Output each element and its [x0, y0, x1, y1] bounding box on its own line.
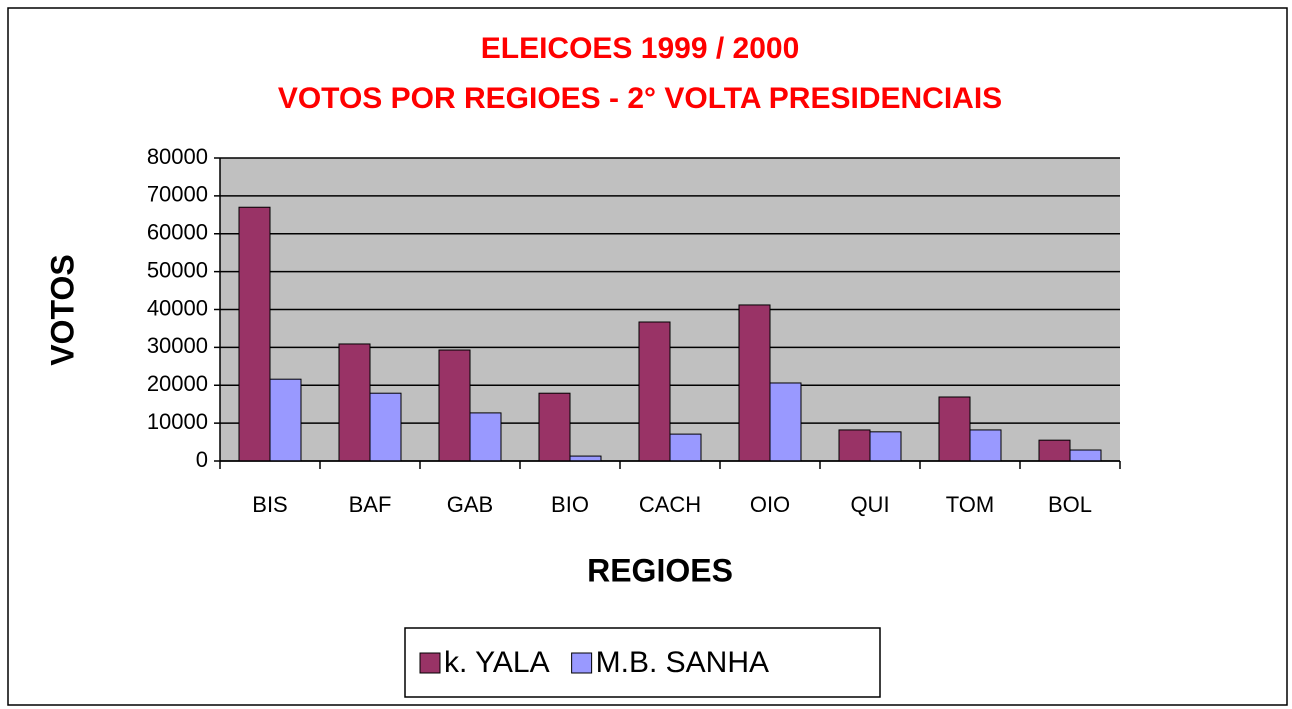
chart-subtitle: VOTOS POR REGIOES - 2° VOLTA PRESIDENCIA…	[278, 82, 1002, 115]
x-tick-label: TOM	[946, 492, 994, 517]
bar	[369, 392, 402, 462]
bar	[969, 429, 1002, 462]
bar	[469, 412, 502, 462]
x-tick-label: OIO	[750, 492, 790, 517]
chart-title: ELEICOES 1999 / 2000	[481, 32, 800, 65]
y-tick-label: 60000	[147, 220, 208, 245]
bar	[838, 429, 871, 462]
y-tick-label: 0	[196, 447, 208, 472]
y-tick-label: 70000	[147, 182, 208, 207]
legend-label: M.B. SANHA	[596, 646, 769, 679]
x-tick-label: BIO	[551, 492, 589, 517]
bar	[438, 349, 471, 462]
legend	[404, 627, 881, 698]
x-tick-label: CACH	[639, 492, 701, 517]
y-tick-label: 50000	[147, 257, 208, 282]
bar	[769, 382, 802, 462]
bar	[738, 304, 771, 462]
x-tick-label: BIS	[252, 492, 287, 517]
x-tick-label: BOL	[1048, 492, 1092, 517]
bar	[538, 392, 571, 462]
legend-label: k. YALA	[444, 646, 550, 679]
y-tick-label: 10000	[147, 409, 208, 434]
x-tick-label: GAB	[447, 492, 493, 517]
bar	[1038, 439, 1071, 462]
y-tick-label: 40000	[147, 295, 208, 320]
bar	[869, 431, 902, 462]
y-tick-label: 30000	[147, 333, 208, 358]
y-tick-label: 80000	[147, 144, 208, 169]
bar	[269, 378, 302, 462]
bar	[238, 206, 271, 462]
x-tick-label: BAF	[349, 492, 392, 517]
y-tick-label: 20000	[147, 371, 208, 396]
legend-swatch	[571, 652, 593, 674]
bar	[338, 343, 371, 462]
bar	[938, 396, 971, 462]
x-axis-title: REGIOES	[587, 552, 733, 588]
legend-swatch	[419, 652, 441, 674]
x-tick-label: QUI	[850, 492, 889, 517]
bar	[1069, 449, 1102, 462]
y-axis-title: VOTOS	[44, 254, 80, 365]
bar	[638, 321, 671, 462]
bar	[669, 433, 702, 462]
